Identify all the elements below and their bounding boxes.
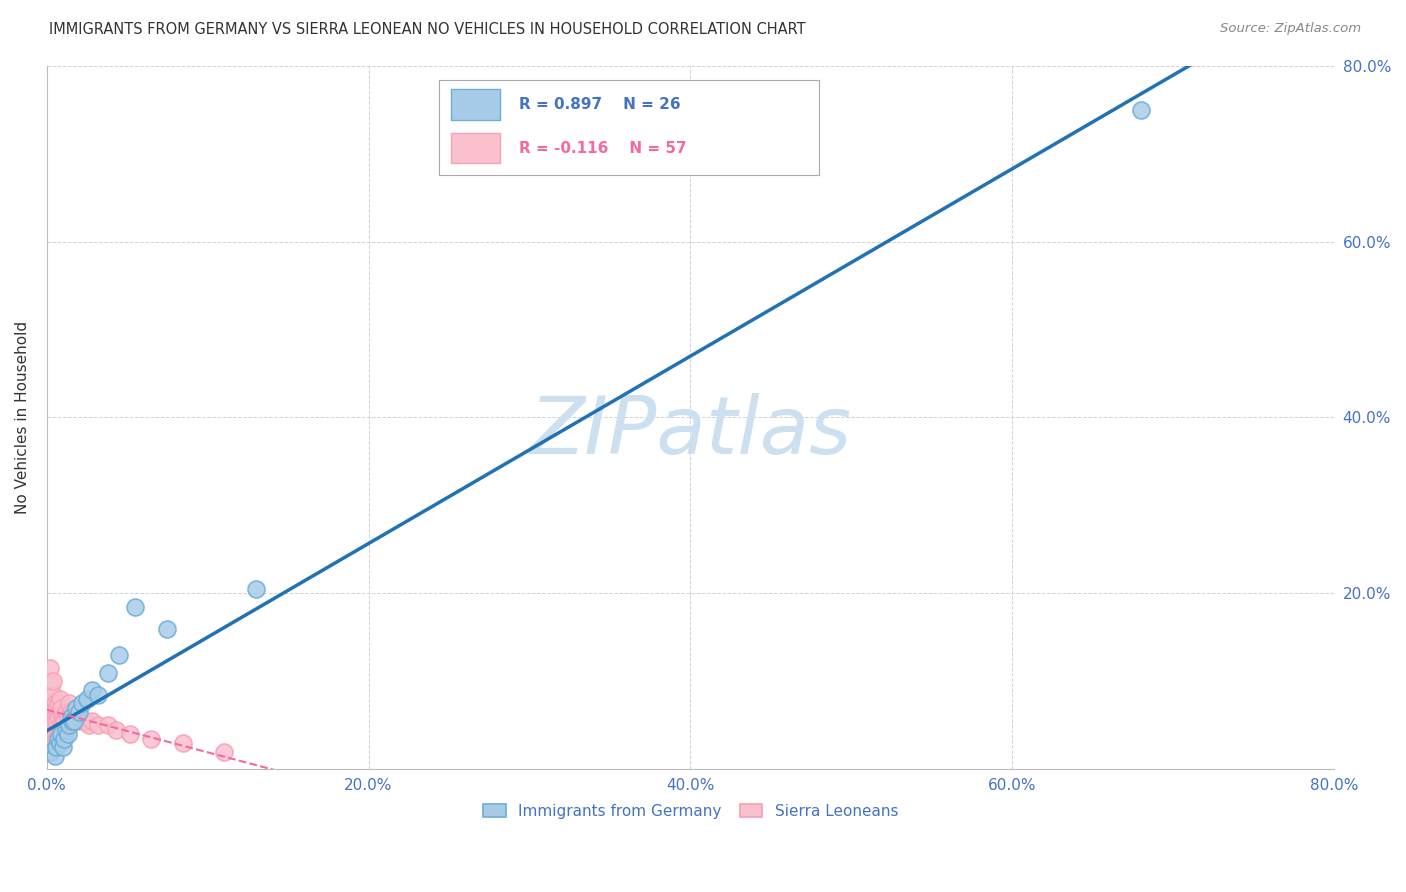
Point (55, 705, 77, 719)
Point (80, 683, 103, 698)
Point (108, 648, 131, 662)
Point (63, 714, 86, 728)
Point (245, 582, 267, 596)
Point (41, 709, 63, 723)
Point (59, 705, 82, 719)
Point (104, 723, 127, 737)
Point (53, 731, 76, 746)
Point (41, 688, 63, 702)
Point (76, 692, 98, 706)
Point (42, 714, 65, 728)
Point (75, 714, 97, 728)
Point (65, 700, 87, 714)
Point (97, 718, 120, 732)
Point (70, 696, 93, 710)
Point (66, 714, 89, 728)
Point (38, 688, 60, 702)
Point (37, 679, 59, 693)
Point (46, 709, 69, 723)
Point (45, 731, 67, 746)
Point (38, 718, 60, 732)
Point (52, 727, 75, 741)
Point (44, 727, 66, 741)
Point (42, 688, 65, 702)
Point (41, 679, 63, 693)
Point (55, 723, 77, 737)
Point (124, 599, 146, 614)
Point (48, 736, 70, 750)
Point (42, 674, 65, 689)
Legend: Immigrants from Germany, Sierra Leoneans: Immigrants from Germany, Sierra Leoneans (477, 797, 904, 825)
Point (172, 736, 194, 750)
Point (45, 714, 67, 728)
Point (62, 709, 84, 723)
Point (46, 731, 69, 746)
Point (56, 709, 79, 723)
Point (48, 692, 70, 706)
Point (52, 740, 75, 755)
Point (141, 731, 163, 746)
Point (46, 727, 69, 741)
Point (38, 661, 60, 675)
Point (212, 745, 235, 759)
Point (156, 622, 179, 636)
Point (49, 718, 72, 732)
Text: ZIPatlas: ZIPatlas (529, 392, 852, 470)
Point (41, 723, 63, 737)
Point (1130, 103, 1153, 117)
Point (65, 709, 87, 723)
Point (37, 727, 59, 741)
Point (42, 731, 65, 746)
Point (44, 709, 66, 723)
Point (62, 714, 84, 728)
Point (48, 705, 70, 719)
Point (59, 709, 82, 723)
Point (70, 714, 93, 728)
Point (38, 700, 60, 714)
Point (52, 709, 75, 723)
Point (41, 745, 63, 759)
Point (67, 705, 90, 719)
Point (44, 696, 66, 710)
Point (120, 727, 142, 741)
Point (46, 696, 69, 710)
Y-axis label: No Vehicles in Household: No Vehicles in Household (15, 321, 30, 514)
Point (87, 688, 110, 702)
Point (87, 718, 110, 732)
Text: Source: ZipAtlas.com: Source: ZipAtlas.com (1220, 22, 1361, 36)
Point (38, 674, 60, 689)
Point (58, 696, 80, 710)
Point (49, 727, 72, 741)
Text: IMMIGRANTS FROM GERMANY VS SIERRA LEONEAN NO VEHICLES IN HOUSEHOLD CORRELATION C: IMMIGRANTS FROM GERMANY VS SIERRA LEONEA… (49, 22, 806, 37)
Point (49, 700, 72, 714)
Point (77, 718, 100, 732)
Point (44, 740, 66, 755)
Point (53, 714, 76, 728)
Point (41, 696, 63, 710)
Point (37, 709, 59, 723)
Point (44, 749, 66, 764)
Point (97, 665, 120, 680)
Point (80, 714, 103, 728)
Point (37, 692, 59, 706)
Point (58, 718, 80, 732)
Point (45, 740, 67, 755)
Point (48, 723, 70, 737)
Point (56, 727, 79, 741)
Point (45, 700, 67, 714)
Point (67, 709, 90, 723)
Point (63, 705, 86, 719)
Point (42, 700, 65, 714)
